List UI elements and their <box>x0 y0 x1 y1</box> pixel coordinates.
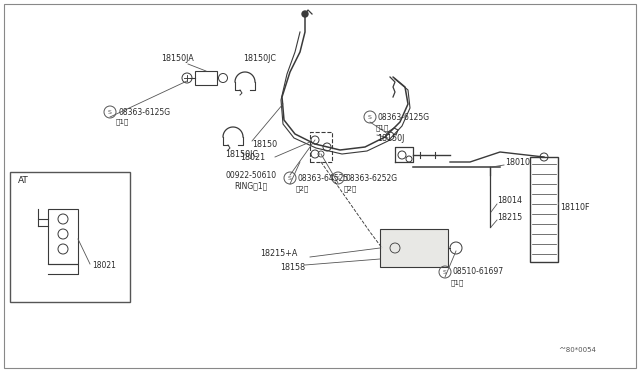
Text: （2）: （2） <box>344 186 357 192</box>
Text: （1）: （1） <box>116 119 129 125</box>
Text: 08363-6125G: 08363-6125G <box>378 112 430 122</box>
Text: 08363-64525: 08363-64525 <box>298 173 349 183</box>
Text: 18150JC: 18150JC <box>225 150 258 158</box>
Text: S: S <box>108 109 112 115</box>
Text: 18021: 18021 <box>240 153 265 161</box>
Text: 18014: 18014 <box>497 196 522 205</box>
Text: 18021: 18021 <box>92 260 116 269</box>
Text: （1）: （1） <box>376 125 389 131</box>
Text: S: S <box>368 115 372 119</box>
Text: S: S <box>288 176 292 180</box>
Text: 18215+A: 18215+A <box>260 250 298 259</box>
Text: （2）: （2） <box>296 186 309 192</box>
Text: 18110F: 18110F <box>560 202 589 212</box>
Text: 18215: 18215 <box>497 212 522 221</box>
Text: 08363-6125G: 08363-6125G <box>118 108 170 116</box>
Bar <box>530 157 558 262</box>
Text: 18150JA: 18150JA <box>161 54 194 62</box>
Text: 18150JC: 18150JC <box>243 54 276 62</box>
Text: ^'80*0054: ^'80*0054 <box>558 347 596 353</box>
Text: 18158: 18158 <box>280 263 305 272</box>
Circle shape <box>302 11 308 17</box>
Text: S: S <box>443 269 447 275</box>
Text: （1）: （1） <box>451 280 465 286</box>
Text: AT: AT <box>18 176 29 185</box>
Text: 08363-6252G: 08363-6252G <box>346 173 398 183</box>
Bar <box>10 172 130 302</box>
Text: 18150J: 18150J <box>377 134 404 142</box>
Text: 08510-61697: 08510-61697 <box>453 267 504 276</box>
Text: RING（1）: RING（1） <box>234 182 268 190</box>
Text: 18150: 18150 <box>252 140 277 148</box>
Text: S: S <box>336 176 340 180</box>
Text: 18010: 18010 <box>505 157 530 167</box>
Text: 00922-50610: 00922-50610 <box>225 170 276 180</box>
Bar <box>380 229 448 267</box>
Bar <box>195 71 217 85</box>
